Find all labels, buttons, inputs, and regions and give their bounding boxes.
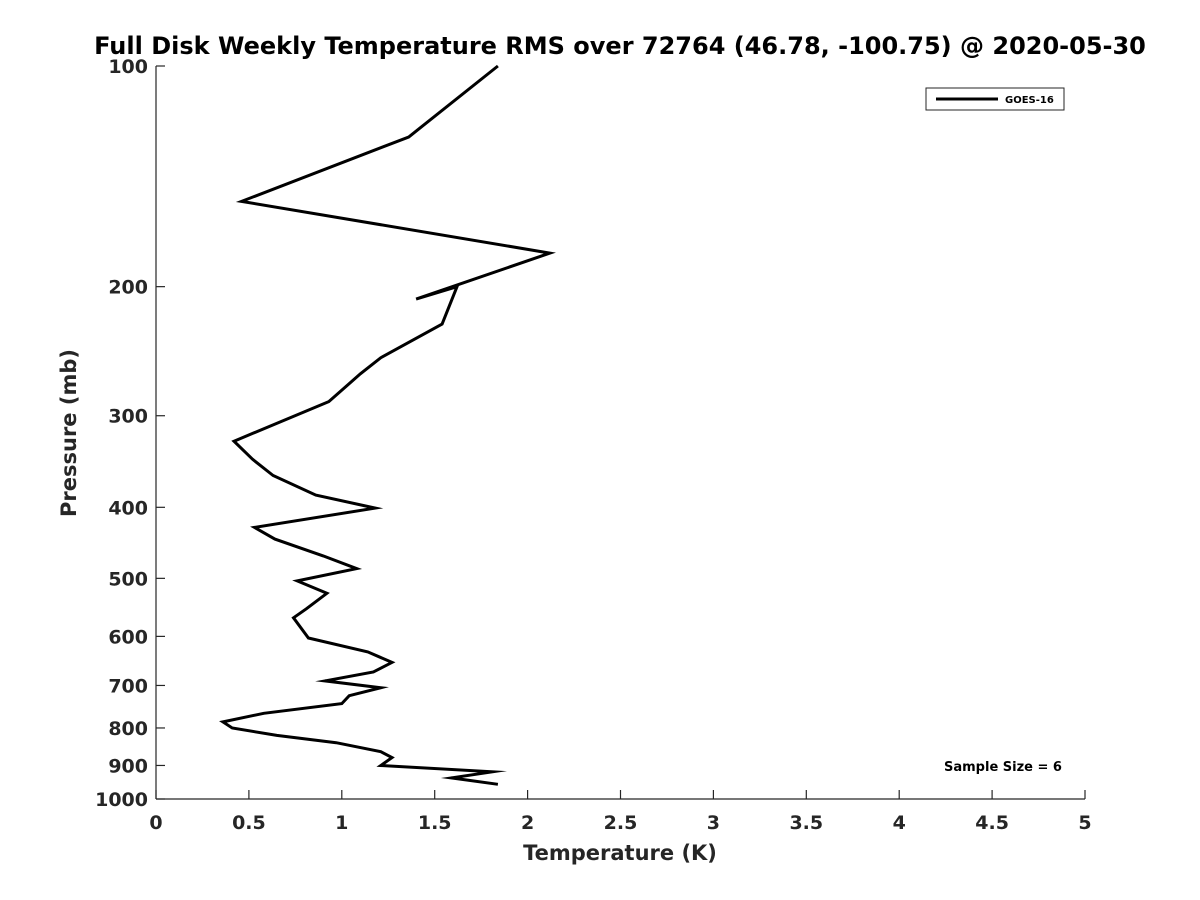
x-axis-ticks: 0 0.5 1 1.5 2 2.5 3 3.5 4 4.5 5 — [149, 790, 1092, 834]
y-tick-label: 900 — [108, 755, 148, 777]
legend: GOES-16 — [925, 87, 1065, 111]
x-tick-label: 0 — [149, 812, 162, 834]
y-tick-label: 300 — [108, 406, 148, 428]
y-tick-label: 1000 — [95, 789, 148, 811]
x-tick-label: 2.5 — [604, 812, 638, 834]
y-tick-label: 600 — [108, 626, 148, 648]
y-axis-ticks: 100 200 300 400 500 600 700 800 900 1000 — [95, 56, 165, 811]
x-tick-label: 4 — [893, 812, 906, 834]
x-axis-label: Temperature (K) — [523, 841, 717, 865]
x-tick-label: 5 — [1078, 812, 1091, 834]
series-line-goes-16 — [219, 64, 556, 786]
x-tick-label: 4.5 — [975, 812, 1009, 834]
x-tick-label: 1.5 — [418, 812, 452, 834]
y-axis-label: Pressure (mb) — [57, 349, 81, 517]
y-tick-label: 500 — [108, 568, 148, 590]
chart-title: Full Disk Weekly Temperature RMS over 72… — [94, 32, 1146, 60]
y-tick-label: 700 — [108, 675, 148, 697]
x-tick-label: 0.5 — [232, 812, 266, 834]
sample-size-annotation: Sample Size = 6 — [944, 760, 1062, 775]
legend-label-goes-16: GOES-16 — [1005, 95, 1054, 106]
y-tick-label: 100 — [108, 56, 148, 78]
y-tick-label: 800 — [108, 718, 148, 740]
y-tick-label: 400 — [108, 497, 148, 519]
y-tick-label: 200 — [108, 277, 148, 299]
x-tick-label: 3 — [707, 812, 720, 834]
x-tick-label: 3.5 — [789, 812, 823, 834]
series-layer — [219, 64, 556, 786]
x-tick-label: 2 — [521, 812, 534, 834]
plot-axes — [155, 66, 1085, 800]
x-tick-label: 1 — [335, 812, 348, 834]
